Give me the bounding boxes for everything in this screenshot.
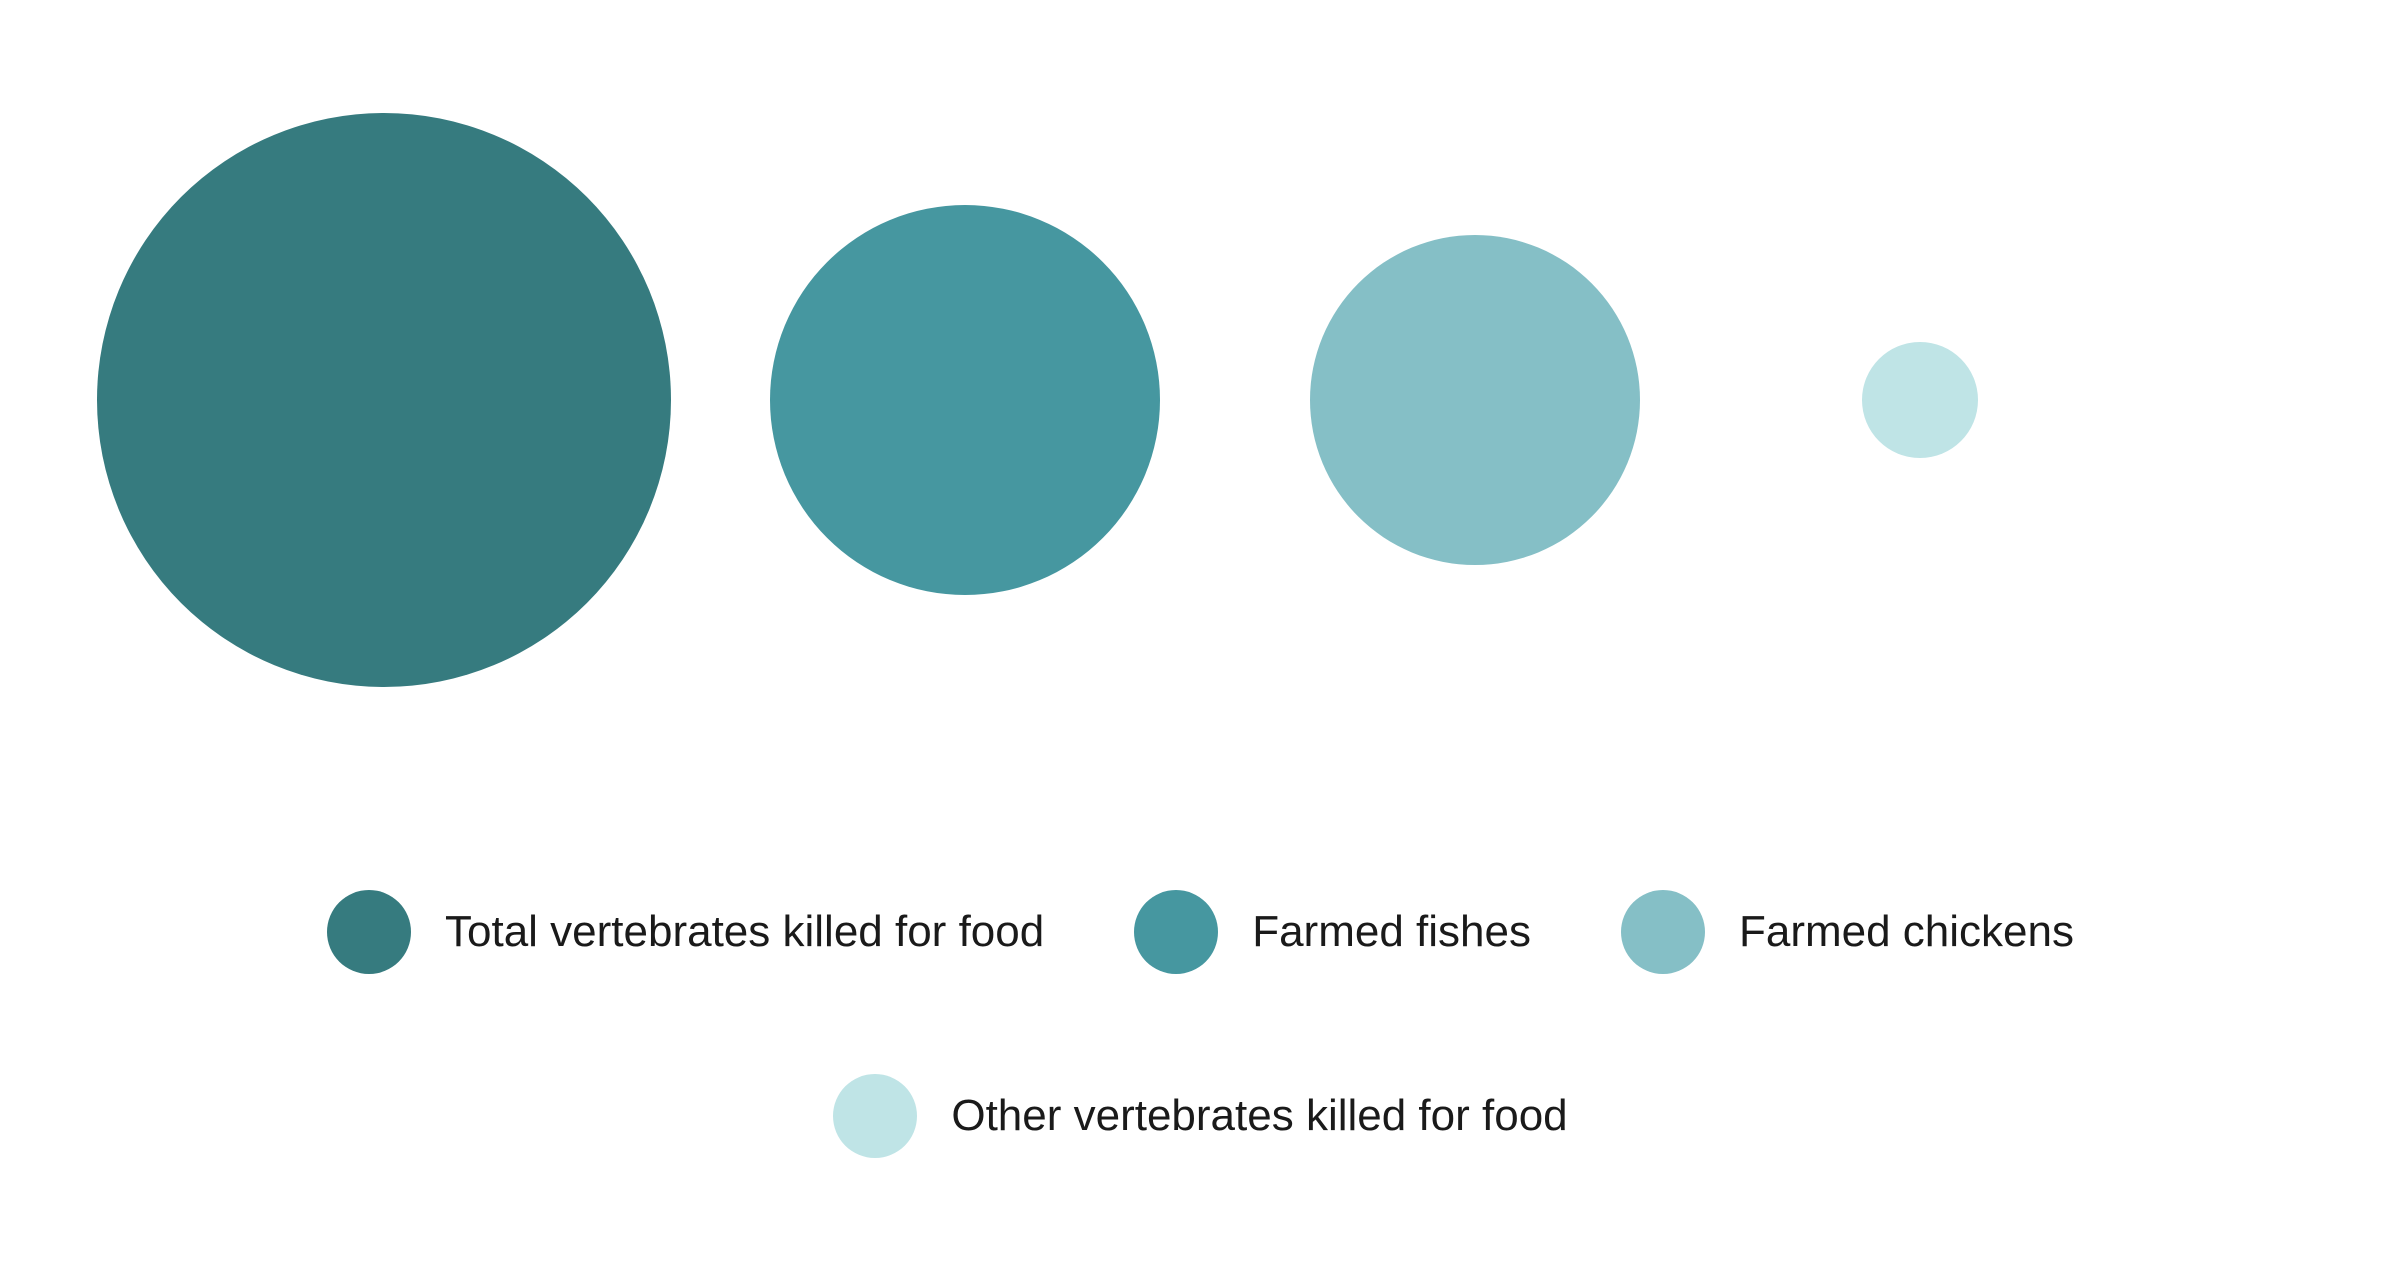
legend-label-fishes: Farmed fishes xyxy=(1252,907,1531,957)
legend-swatch-total xyxy=(327,890,411,974)
bubble-chart xyxy=(0,0,2401,820)
chart-legend: Total vertebrates killed for food Farmed … xyxy=(0,820,2401,1158)
legend-label-chickens: Farmed chickens xyxy=(1739,907,2074,957)
bubble-other xyxy=(1862,342,1978,458)
legend-swatch-other xyxy=(833,1074,917,1158)
legend-item-other: Other vertebrates killed for food xyxy=(833,1074,1567,1158)
bubble-fishes xyxy=(770,205,1160,595)
legend-label-other: Other vertebrates killed for food xyxy=(951,1091,1567,1141)
legend-item-chickens: Farmed chickens xyxy=(1621,890,2074,974)
legend-swatch-chickens xyxy=(1621,890,1705,974)
bubble-total xyxy=(97,113,671,687)
bubble-chickens xyxy=(1310,235,1640,565)
legend-label-total: Total vertebrates killed for food xyxy=(445,907,1044,957)
legend-item-fishes: Farmed fishes xyxy=(1134,890,1531,974)
legend-swatch-fishes xyxy=(1134,890,1218,974)
legend-item-total: Total vertebrates killed for food xyxy=(327,890,1044,974)
